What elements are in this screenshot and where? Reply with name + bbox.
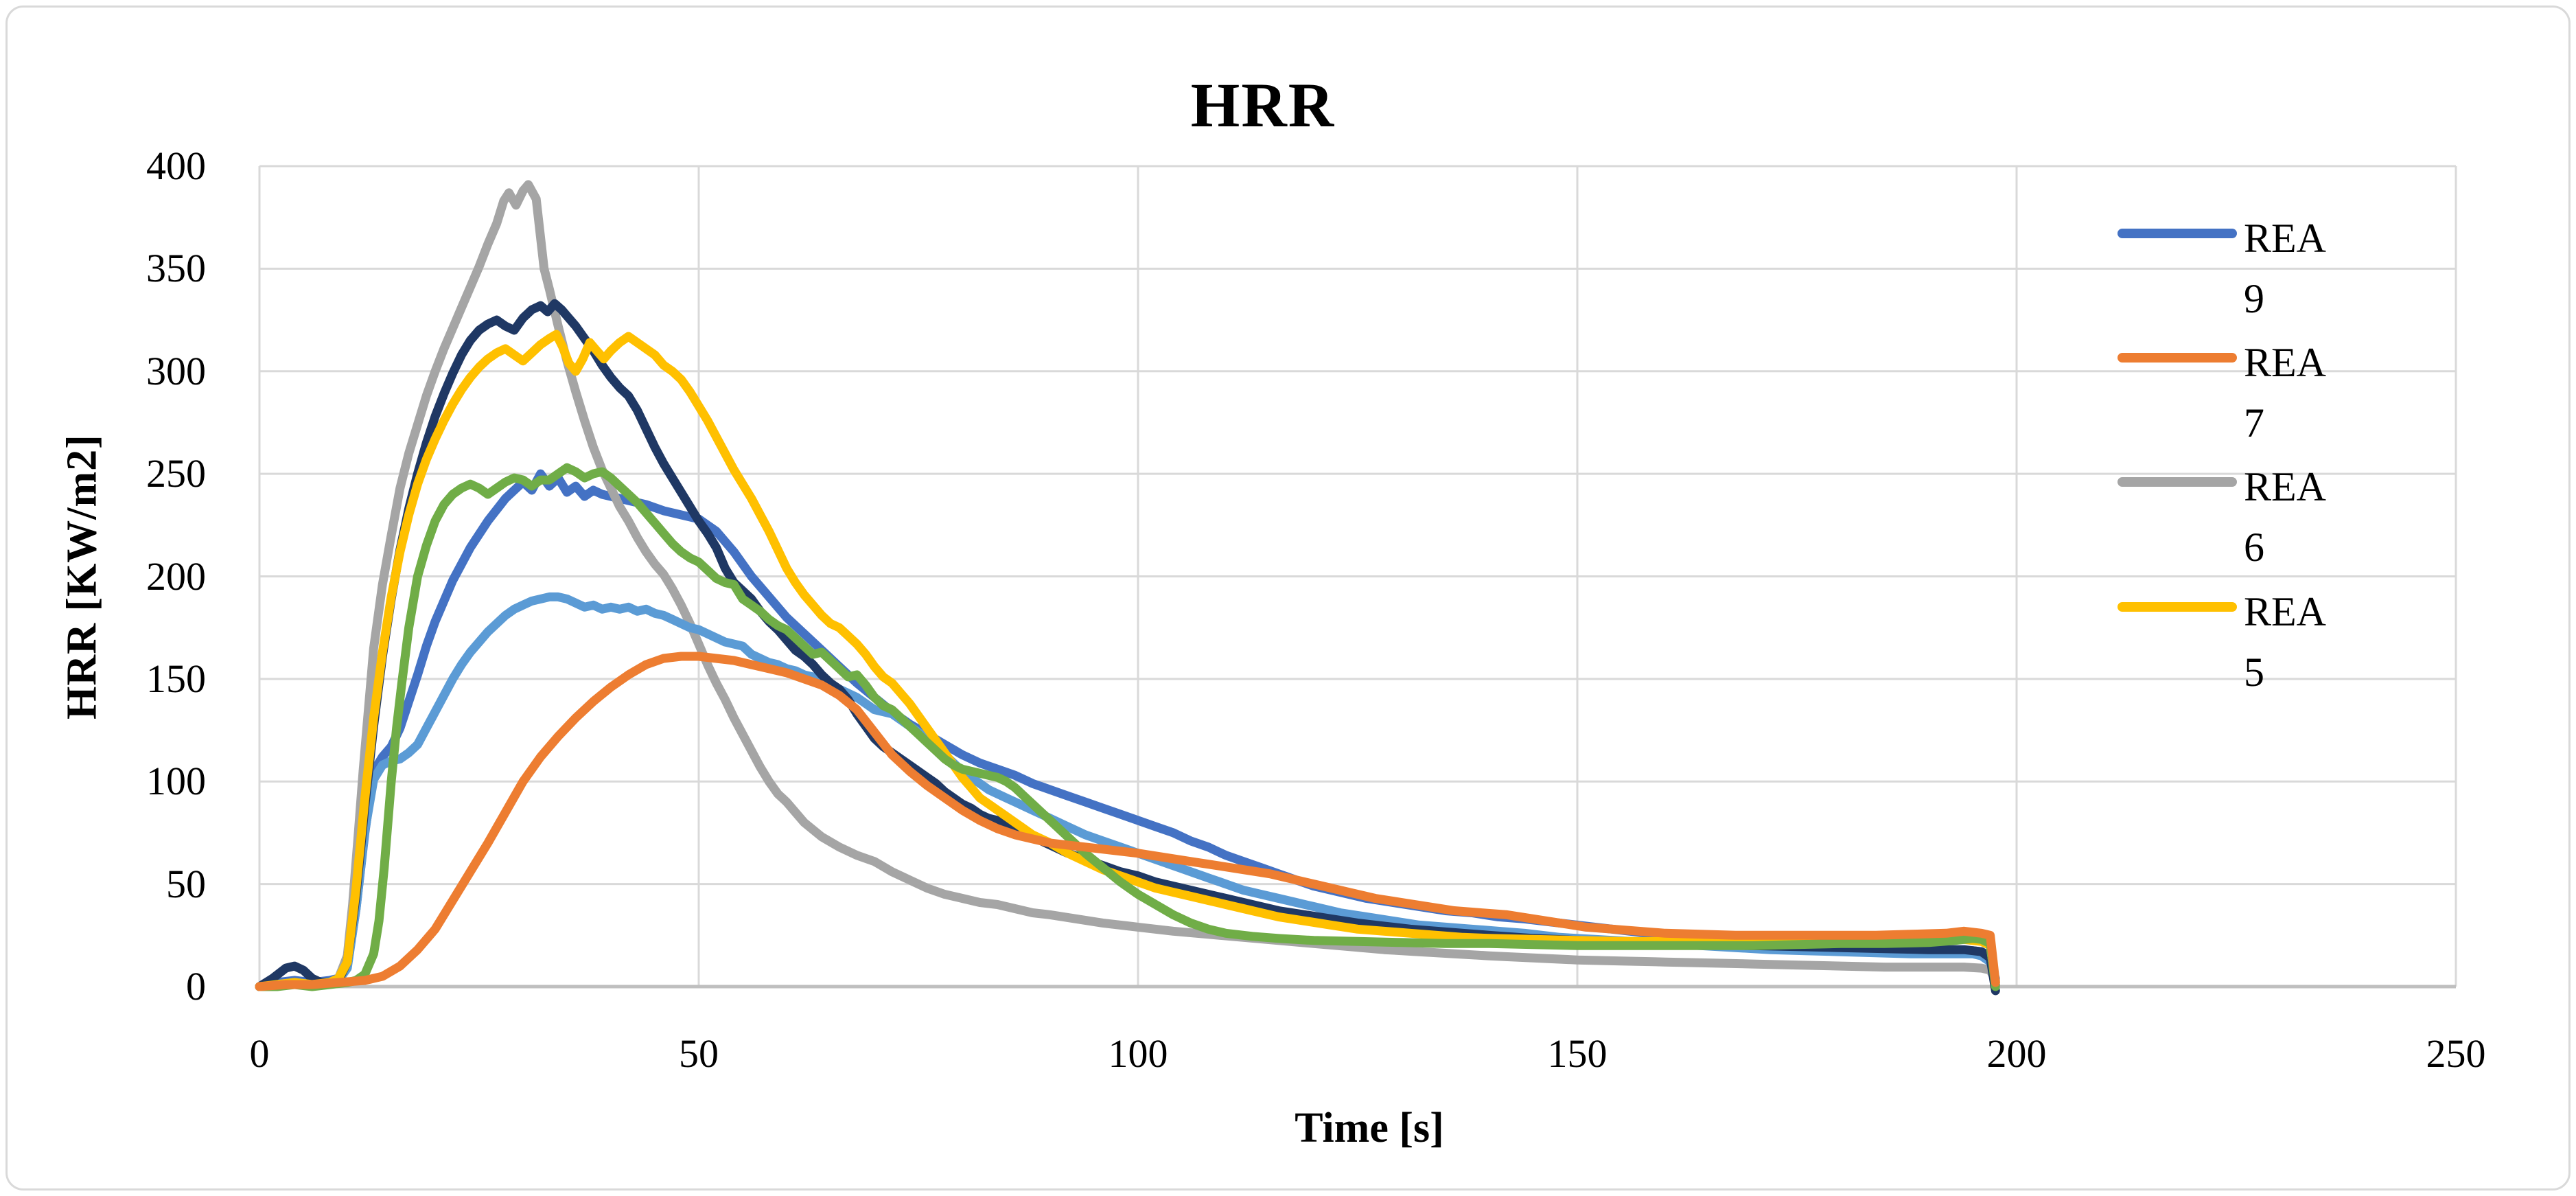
legend-label: REA 6 [2244, 464, 2326, 570]
legend-swatch-rea-5 [2117, 602, 2237, 612]
y-tick-label-100: 100 [146, 759, 206, 804]
chart-frame [5, 5, 2571, 1191]
x-axis-title: Time [s] [1295, 1105, 1444, 1151]
y-tick-label-0: 0 [186, 964, 206, 1009]
x-tick-label-0: 0 [249, 1031, 270, 1076]
y-tick-label-400: 400 [146, 143, 206, 188]
y-tick-label-50: 50 [166, 861, 206, 906]
chart-title: HRR [1190, 70, 1336, 140]
y-tick-label-200: 200 [146, 553, 206, 599]
legend-swatch-rea-9 [2117, 229, 2237, 238]
x-tick-label-200: 200 [1986, 1031, 2047, 1076]
series-line-rea-9 [255, 469, 2000, 991]
legend-item-rea-9: REA 9 [2117, 208, 2326, 329]
legend-item-rea-5: REA 5 [2117, 582, 2326, 702]
legend-swatch-rea-6 [2117, 477, 2237, 487]
legend-item-rea-7: REA 7 [2117, 332, 2326, 453]
legend-label: REA 5 [2244, 589, 2326, 695]
x-tick-label-250: 250 [2426, 1031, 2486, 1076]
x-tick-label-100: 100 [1108, 1031, 1168, 1076]
series-line-rea-6 [255, 180, 2000, 991]
series-line-rea-3-unlabeled-green- [255, 463, 2000, 991]
series-line-rea-5 [255, 330, 2000, 991]
legend-label: REA 7 [2244, 340, 2326, 446]
x-tick-label-50: 50 [679, 1031, 719, 1076]
y-tick-label-250: 250 [146, 451, 206, 496]
series-line-rea-7 [255, 652, 2000, 991]
series-line-rea-8-unlabeled-dark-navy- [255, 299, 2000, 996]
legend-swatch-rea-7 [2117, 353, 2237, 363]
legend-label: REA 9 [2244, 216, 2326, 321]
legend-item-rea-6: REA 6 [2117, 457, 2326, 577]
y-tick-label-350: 350 [146, 246, 206, 291]
y-tick-label-300: 300 [146, 348, 206, 393]
x-tick-label-150: 150 [1547, 1031, 1608, 1076]
y-tick-label-150: 150 [146, 656, 206, 701]
